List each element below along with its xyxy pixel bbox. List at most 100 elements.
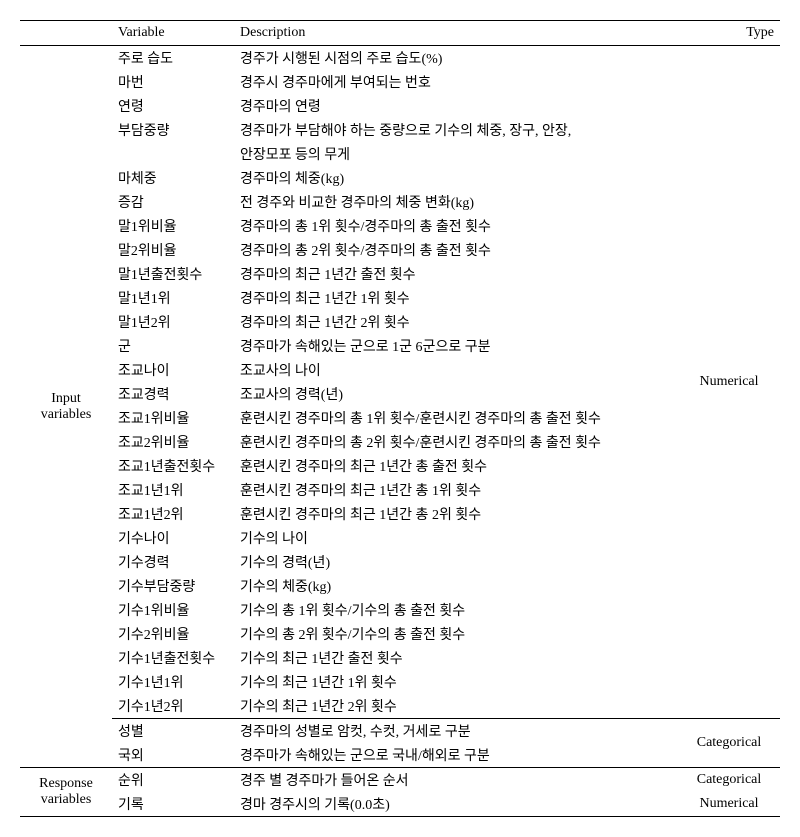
variable-name: 조교나이 [112, 358, 234, 382]
table-header-row: Variable Description Type [20, 21, 780, 46]
table-row: 기수1년1위기수의 최근 1년간 1위 횟수 [20, 670, 780, 694]
table-row: 기수1위비율기수의 총 1위 횟수/기수의 총 출전 횟수 [20, 598, 780, 622]
variable-desc: 기수의 총 1위 횟수/기수의 총 출전 횟수 [234, 598, 678, 622]
table-row: 말1년2위경주마의 최근 1년간 2위 횟수 [20, 310, 780, 334]
variable-name: 기수1년2위 [112, 694, 234, 719]
header-description: Description [234, 21, 678, 46]
group-label-input: Input variables [20, 46, 112, 768]
type-label-categorical: Categorical [678, 719, 780, 768]
variable-name: 말1년2위 [112, 310, 234, 334]
variable-desc: 기수의 체중(kg) [234, 574, 678, 598]
table-row: 말1위비율경주마의 총 1위 횟수/경주마의 총 출전 횟수 [20, 214, 780, 238]
table-row: 말2위비율경주마의 총 2위 횟수/경주마의 총 출전 횟수 [20, 238, 780, 262]
table-row: 마체중경주마의 체중(kg) [20, 166, 780, 190]
variable-desc: 훈련시킨 경주마의 총 1위 횟수/훈련시킨 경주마의 총 출전 횟수 [234, 406, 678, 430]
variable-desc: 경주마의 최근 1년간 2위 횟수 [234, 310, 678, 334]
variable-name: 증감 [112, 190, 234, 214]
table-row: 기수부담중량기수의 체중(kg) [20, 574, 780, 598]
variable-desc: 훈련시킨 경주마의 최근 1년간 총 1위 횟수 [234, 478, 678, 502]
variable-name: 기수1위비율 [112, 598, 234, 622]
type-label: Categorical [678, 768, 780, 793]
variable-name: 기수1년1위 [112, 670, 234, 694]
variable-name: 기록 [112, 792, 234, 817]
table-row: 기수경력기수의 경력(년) [20, 550, 780, 574]
variable-name: 말1위비율 [112, 214, 234, 238]
table-row: 증감전 경주와 비교한 경주마의 체중 변화(kg) [20, 190, 780, 214]
variable-name: 기수경력 [112, 550, 234, 574]
variable-name: 성별 [112, 719, 234, 744]
table-row: 조교1년2위훈련시킨 경주마의 최근 1년간 총 2위 횟수 [20, 502, 780, 526]
variable-name: 연령 [112, 94, 234, 118]
variable-desc: 경주마의 총 1위 횟수/경주마의 총 출전 횟수 [234, 214, 678, 238]
variable-desc: 경주마의 최근 1년간 1위 횟수 [234, 286, 678, 310]
variable-desc: 전 경주와 비교한 경주마의 체중 변화(kg) [234, 190, 678, 214]
variable-name: 조교경력 [112, 382, 234, 406]
variable-desc: 훈련시킨 경주마의 최근 1년간 총 출전 횟수 [234, 454, 678, 478]
variable-name: 조교2위비율 [112, 430, 234, 454]
table-row: Response variables순위경주 별 경주마가 들어온 순서Cate… [20, 768, 780, 793]
variable-desc: 기수의 최근 1년간 출전 횟수 [234, 646, 678, 670]
variable-desc: 훈련시킨 경주마의 최근 1년간 총 2위 횟수 [234, 502, 678, 526]
table-row: 성별경주마의 성별로 암컷, 수컷, 거세로 구분Categorical [20, 719, 780, 744]
variable-desc: 경주가 시행된 시점의 주로 습도(%) [234, 46, 678, 71]
variable-desc: 기수의 경력(년) [234, 550, 678, 574]
table-row: 조교1년출전횟수훈련시킨 경주마의 최근 1년간 총 출전 횟수 [20, 454, 780, 478]
table-row: 연령경주마의 연령 [20, 94, 780, 118]
variable-name: 국외 [112, 743, 234, 768]
variable-desc: 조교사의 나이 [234, 358, 678, 382]
variable-name: 마번 [112, 70, 234, 94]
header-type: Type [678, 21, 780, 46]
variable-desc: 훈련시킨 경주마의 총 2위 횟수/훈련시킨 경주마의 총 출전 횟수 [234, 430, 678, 454]
variable-name: 조교1년1위 [112, 478, 234, 502]
table-row: 기수2위비율기수의 총 2위 횟수/기수의 총 출전 횟수 [20, 622, 780, 646]
table-row: 조교경력조교사의 경력(년) [20, 382, 780, 406]
variable-desc: 경주마의 성별로 암컷, 수컷, 거세로 구분 [234, 719, 678, 744]
table-row: 기수나이기수의 나이 [20, 526, 780, 550]
variable-name: 조교1년2위 [112, 502, 234, 526]
variable-desc: 경주마가 속해있는 군으로 국내/해외로 구분 [234, 743, 678, 768]
variable-desc: 경주마의 연령 [234, 94, 678, 118]
table-row: 부담중량경주마가 부담해야 하는 중량으로 기수의 체중, 장구, 안장, [20, 118, 780, 142]
variable-desc: 경주마가 부담해야 하는 중량으로 기수의 체중, 장구, 안장, [234, 118, 678, 142]
table-row: 조교2위비율훈련시킨 경주마의 총 2위 횟수/훈련시킨 경주마의 총 출전 횟… [20, 430, 780, 454]
variable-name: 조교1위비율 [112, 406, 234, 430]
variable-desc: 기수의 총 2위 횟수/기수의 총 출전 횟수 [234, 622, 678, 646]
variable-desc: 조교사의 경력(년) [234, 382, 678, 406]
table-row: 조교1년1위훈련시킨 경주마의 최근 1년간 총 1위 횟수 [20, 478, 780, 502]
variable-desc: 경주마가 속해있는 군으로 1군 6군으로 구분 [234, 334, 678, 358]
variable-desc: 기수의 최근 1년간 1위 횟수 [234, 670, 678, 694]
group-label-response: Response variables [20, 768, 112, 817]
type-label: Numerical [678, 792, 780, 817]
table-row: 안장모포 등의 무게 [20, 142, 780, 166]
variable-name [112, 142, 234, 166]
table-row: 말1년1위경주마의 최근 1년간 1위 횟수 [20, 286, 780, 310]
variable-name: 말2위비율 [112, 238, 234, 262]
variable-name: 부담중량 [112, 118, 234, 142]
variable-desc: 안장모포 등의 무게 [234, 142, 678, 166]
variable-desc: 경주마의 최근 1년간 출전 횟수 [234, 262, 678, 286]
variable-desc: 경주마의 체중(kg) [234, 166, 678, 190]
type-label-numerical: Numerical [678, 46, 780, 719]
variable-name: 주로 습도 [112, 46, 234, 71]
variable-desc: 경마 경주시의 기록(0.0초) [234, 792, 678, 817]
table-row: 말1년출전횟수경주마의 최근 1년간 출전 횟수 [20, 262, 780, 286]
table-row: 조교1위비율훈련시킨 경주마의 총 1위 횟수/훈련시킨 경주마의 총 출전 횟… [20, 406, 780, 430]
table-row: 조교나이조교사의 나이 [20, 358, 780, 382]
variable-desc: 경주 별 경주마가 들어온 순서 [234, 768, 678, 793]
variable-name: 기수1년출전횟수 [112, 646, 234, 670]
variable-desc: 경주시 경주마에게 부여되는 번호 [234, 70, 678, 94]
table-row: 기록경마 경주시의 기록(0.0초)Numerical [20, 792, 780, 817]
variable-desc: 경주마의 총 2위 횟수/경주마의 총 출전 횟수 [234, 238, 678, 262]
variable-name: 조교1년출전횟수 [112, 454, 234, 478]
variable-name: 순위 [112, 768, 234, 793]
table-row: 기수1년출전횟수기수의 최근 1년간 출전 횟수 [20, 646, 780, 670]
table-row: 군경주마가 속해있는 군으로 1군 6군으로 구분 [20, 334, 780, 358]
variable-name: 말1년출전횟수 [112, 262, 234, 286]
variable-name: 기수2위비율 [112, 622, 234, 646]
variable-name: 말1년1위 [112, 286, 234, 310]
header-variable: Variable [112, 21, 234, 46]
variable-desc: 기수의 나이 [234, 526, 678, 550]
table-row: 국외경주마가 속해있는 군으로 국내/해외로 구분 [20, 743, 780, 768]
variable-desc: 기수의 최근 1년간 2위 횟수 [234, 694, 678, 719]
variable-name: 마체중 [112, 166, 234, 190]
